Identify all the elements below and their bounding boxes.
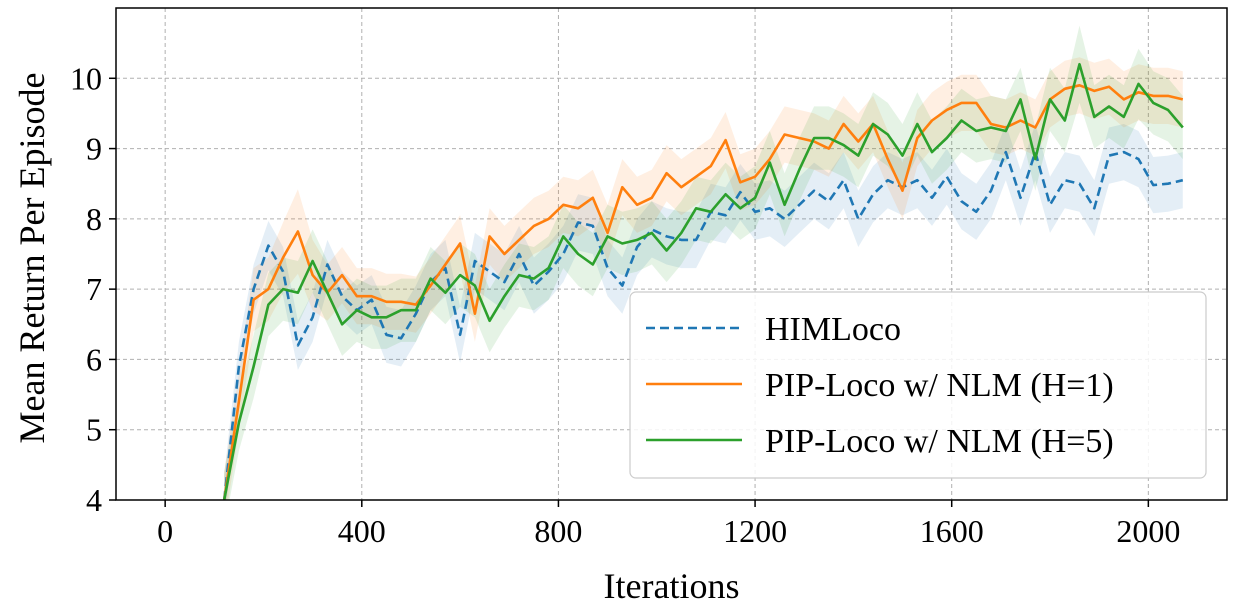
legend-label-2: PIP-Loco w/ NLM (H=1) (765, 367, 1114, 404)
x-tick-label: 1200 (723, 513, 787, 549)
std-band-2 (224, 57, 1183, 500)
y-tick-label: 4 (86, 482, 102, 518)
legend: HIMLoco PIP-Loco w/ NLM (H=1) PIP-Loco w/ … (629, 291, 1207, 479)
plot-frame (115, 7, 1228, 501)
y-tick-label: 7 (86, 271, 102, 307)
x-tick-label: 2000 (1116, 513, 1180, 549)
y-tick-label: 6 (86, 341, 102, 377)
y-tick-label: 8 (86, 201, 102, 237)
axis-ticks: 0 400 800 1200 1600 2000 4 5 6 7 8 9 10 (70, 60, 1180, 549)
y-tick-label: 9 (86, 131, 102, 167)
std-band-3 (224, 25, 1183, 500)
x-tick-label: 0 (157, 513, 173, 549)
x-tick-label: 1600 (920, 513, 984, 549)
legend-label-3: PIP-Loco w/ NLM (H=5) (765, 423, 1114, 460)
y-axis-title: Mean Return Per Episode (12, 73, 52, 444)
series-lines (222, 62, 1184, 500)
series-line-3 (222, 62, 1184, 500)
series-line-2 (222, 84, 1184, 500)
series-line-1 (222, 150, 1184, 500)
y-tick-label: 5 (86, 412, 102, 448)
x-tick-label: 800 (534, 513, 582, 549)
x-axis-title: Iterations (604, 566, 740, 606)
legend-label-1: HIMLoco (765, 311, 901, 348)
x-tick-label: 400 (338, 513, 386, 549)
legend-box (629, 291, 1207, 479)
y-tick-label: 10 (70, 60, 102, 96)
